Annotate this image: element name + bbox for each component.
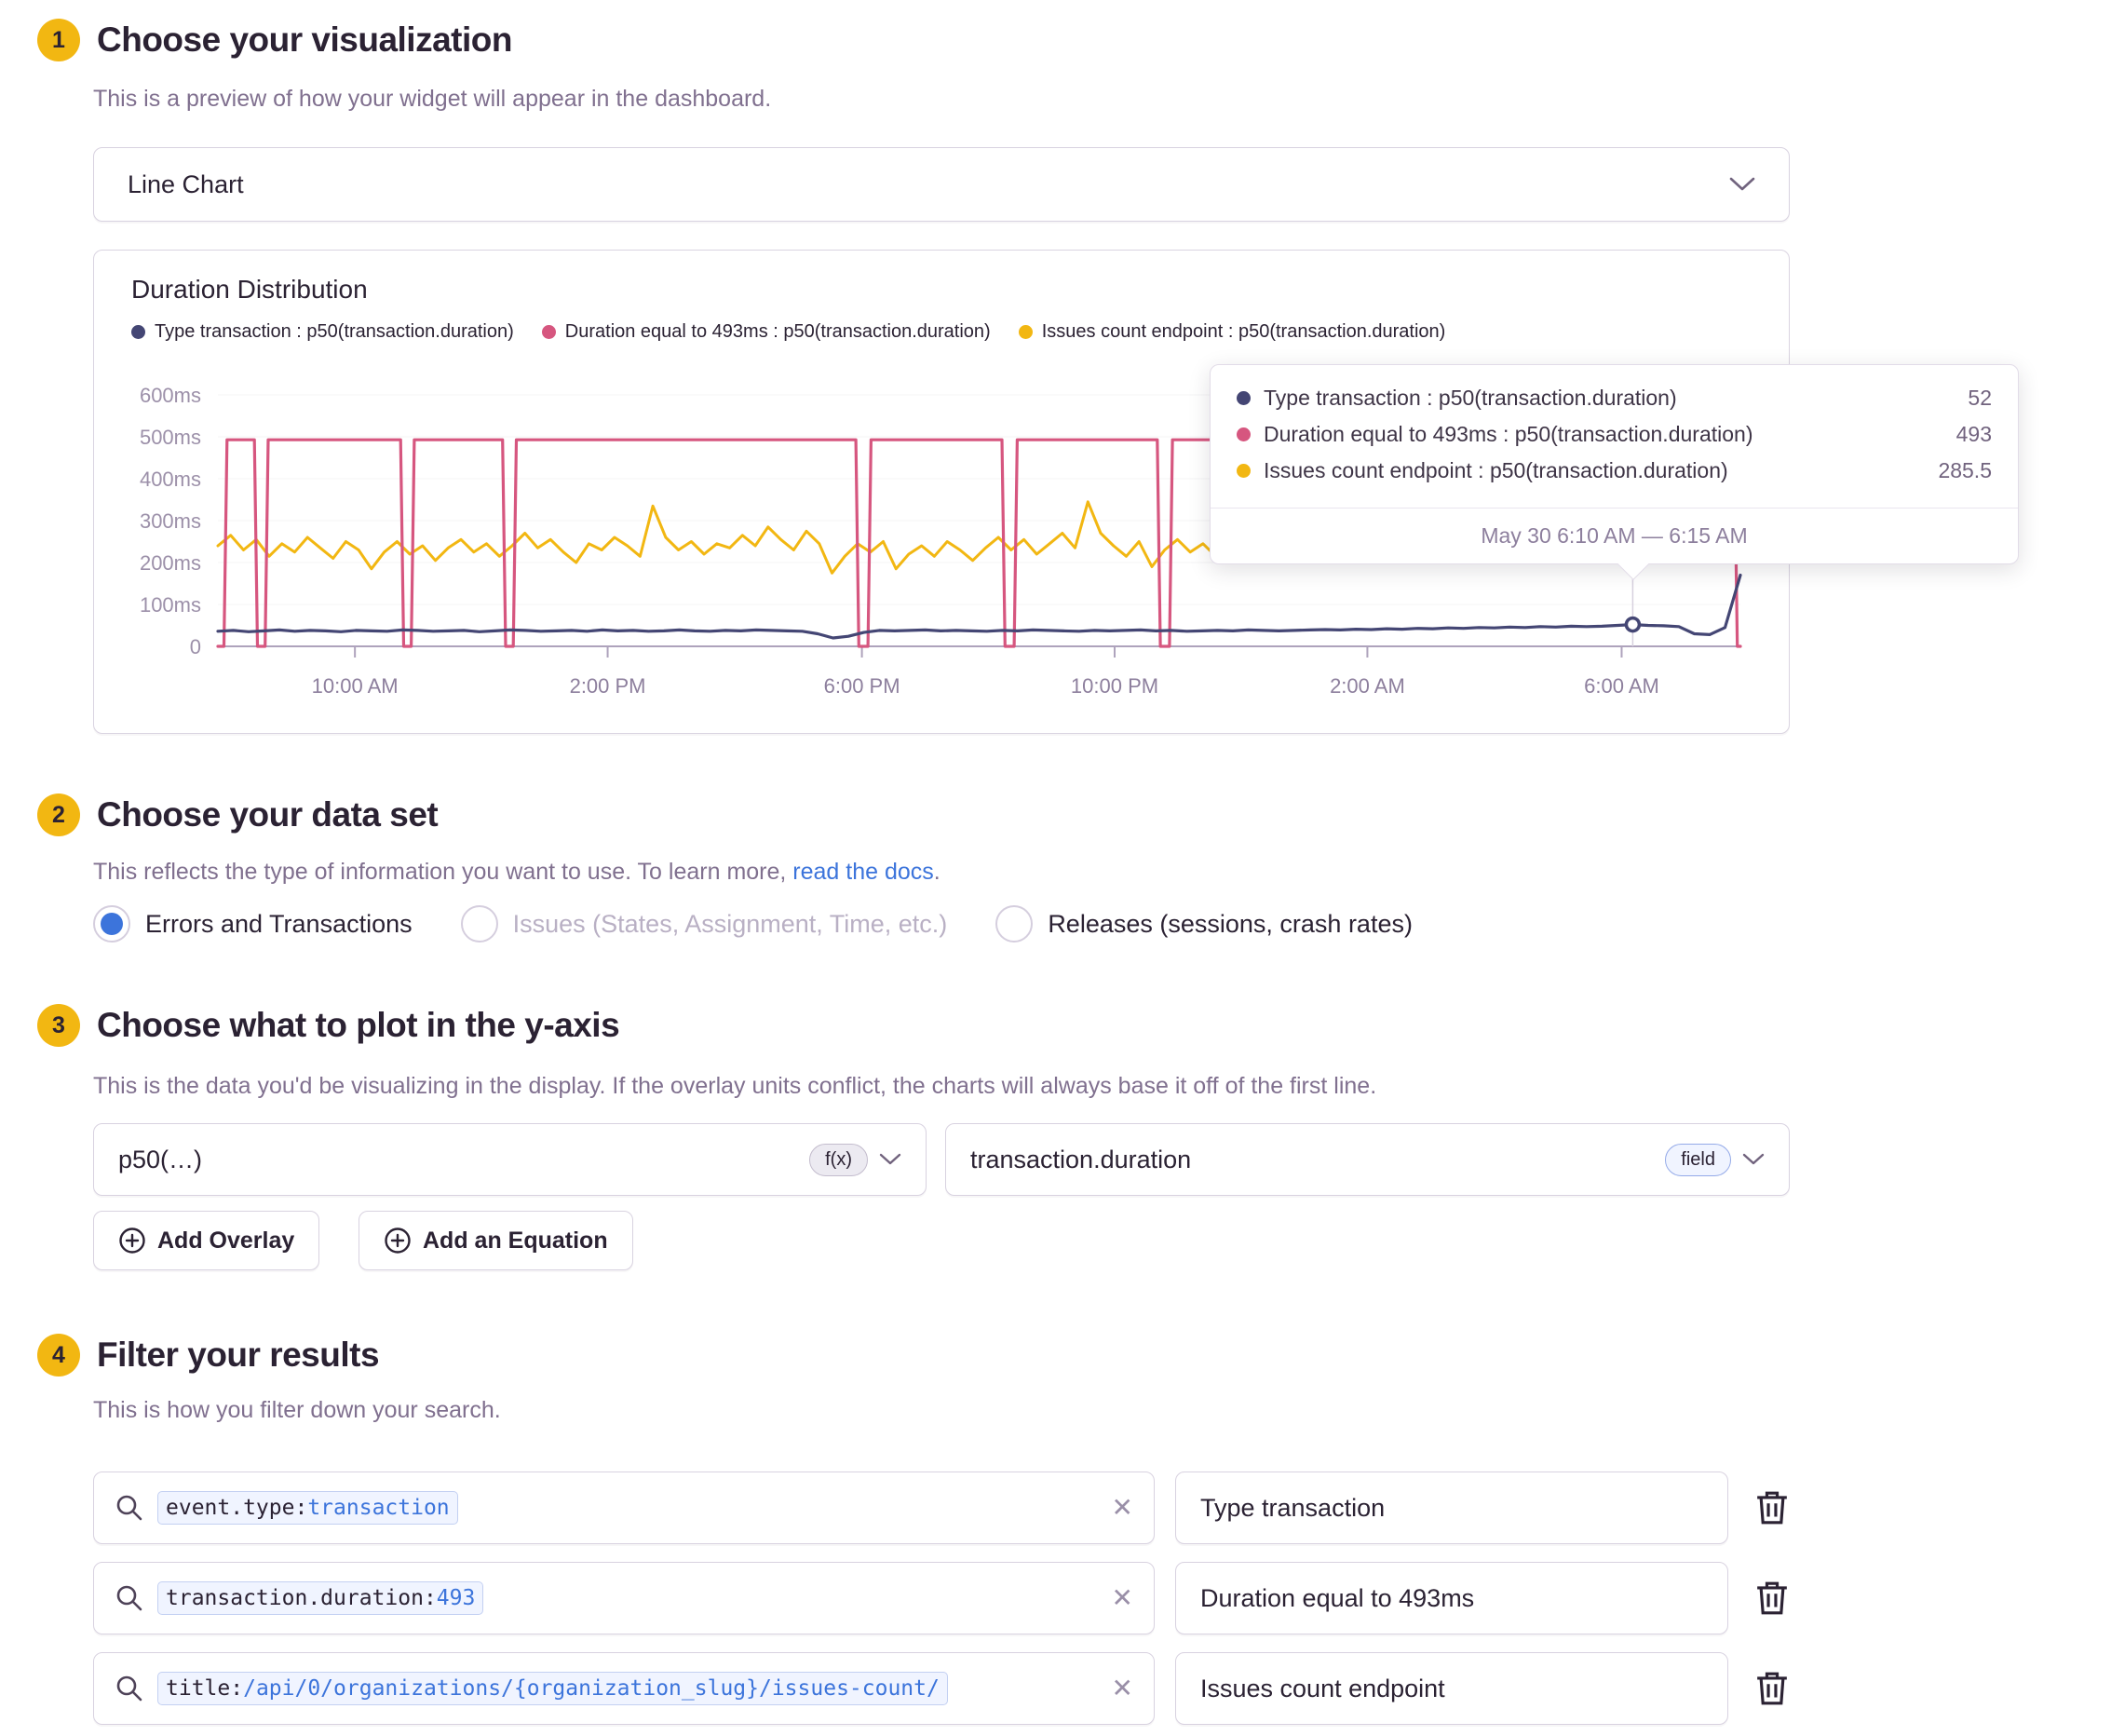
visualization-type-value: Line Chart <box>128 170 244 198</box>
function-badge: f(x) <box>809 1143 868 1176</box>
legend-dot-icon <box>131 325 145 339</box>
search-token[interactable]: title:/api/0/organizations/{organization… <box>157 1672 948 1705</box>
radio-selected-icon <box>93 905 130 943</box>
radio-unselected-icon <box>995 905 1034 943</box>
add-overlay-button[interactable]: Add Overlay <box>93 1211 320 1270</box>
step-2-badge: 2 <box>37 793 80 836</box>
radio-issues[interactable]: Issues (States, Assignment, Time, etc.) <box>460 905 947 943</box>
step-1-badge: 1 <box>37 19 80 61</box>
circle-plus-icon <box>385 1227 411 1254</box>
section-visualization-subtitle: This is a preview of how your widget wil… <box>93 86 772 112</box>
radio-releases[interactable]: Releases (sessions, crash rates) <box>995 905 1413 943</box>
chevron-down-icon <box>879 1153 901 1165</box>
y-axis-tick-label: 0 <box>190 635 201 658</box>
legend-label: Issues count endpoint : p50(transaction.… <box>1041 321 1446 342</box>
visualization-type-select[interactable]: Line Chart <box>93 147 1790 222</box>
x-axis-tick-label: 2:00 AM <box>1330 674 1405 698</box>
tooltip-series-label: Issues count endpoint : p50(transaction.… <box>1264 458 1728 482</box>
filter-search-input[interactable]: transaction.duration:493 ✕ <box>93 1562 1155 1634</box>
series-line-0 <box>216 573 1742 640</box>
tooltip-series-label: Type transaction : p50(transaction.durat… <box>1264 386 1677 410</box>
legend-item[interactable]: Issues count endpoint : p50(transaction.… <box>1018 321 1446 343</box>
x-axis-tick-label: 10:00 PM <box>1071 674 1158 698</box>
tooltip-series-label: Duration equal to 493ms : p50(transactio… <box>1264 422 1753 446</box>
clear-search-icon[interactable]: ✕ <box>1111 1674 1133 1702</box>
tooltip-series-dot-icon <box>1237 427 1251 441</box>
section-yaxis-header: 3 Choose what to plot in the y-axis <box>37 1004 620 1047</box>
legend-label: Duration equal to 493ms : p50(transactio… <box>564 321 991 342</box>
filter-name-input[interactable]: Duration equal to 493ms <box>1175 1562 1728 1634</box>
section-yaxis-subtitle: This is the data you'd be visualizing in… <box>93 1073 1377 1099</box>
tooltip-row: Duration equal to 493ms : p50(transactio… <box>1237 422 1992 447</box>
legend-item[interactable]: Duration equal to 493ms : p50(transactio… <box>541 321 991 343</box>
section-visualization-title: Choose your visualization <box>97 20 512 59</box>
search-icon <box>116 1585 142 1611</box>
filter-search-input[interactable]: event.type:transaction ✕ <box>93 1472 1155 1544</box>
legend-dot-icon <box>541 325 556 339</box>
x-axis-tick-label: 6:00 AM <box>1584 674 1659 698</box>
filter-search-input[interactable]: title:/api/0/organizations/{organization… <box>93 1652 1155 1725</box>
y-axis-tick-label: 100ms <box>140 593 201 617</box>
chevron-down-icon <box>1729 177 1755 191</box>
read-the-docs-link[interactable]: read the docs <box>792 859 934 885</box>
tooltip-series-dot-icon <box>1237 391 1251 405</box>
section-filters-header: 4 Filter your results <box>37 1334 380 1377</box>
y-axis-tick-label: 500ms <box>140 426 201 449</box>
search-token[interactable]: event.type:transaction <box>157 1491 458 1525</box>
tooltip-series-value: 285.5 <box>1938 458 1992 482</box>
tooltip-row: Issues count endpoint : p50(transaction.… <box>1237 458 1992 483</box>
chevron-down-icon <box>1742 1153 1765 1165</box>
chart-title: Duration Distribution <box>131 275 368 304</box>
x-axis-tick-label: 6:00 PM <box>824 674 900 698</box>
chart-tooltip: Type transaction : p50(transaction.durat… <box>1210 364 2019 580</box>
aggregate-function-select[interactable]: p50(…) f(x) <box>93 1123 927 1196</box>
step-3-badge: 3 <box>37 1004 80 1047</box>
tooltip-row: Type transaction : p50(transaction.durat… <box>1237 386 1992 411</box>
y-axis-tick-label: 600ms <box>140 384 201 407</box>
dataset-radio-group: Errors and Transactions Issues (States, … <box>93 905 1413 943</box>
clear-search-icon[interactable]: ✕ <box>1111 1493 1133 1522</box>
clear-search-icon[interactable]: ✕ <box>1111 1583 1133 1612</box>
step-4-badge: 4 <box>37 1334 80 1377</box>
x-axis-tick-label: 2:00 PM <box>570 674 646 698</box>
filter-name-input[interactable]: Type transaction <box>1175 1472 1728 1544</box>
section-dataset-title: Choose your data set <box>97 795 439 834</box>
legend-item[interactable]: Type transaction : p50(transaction.durat… <box>131 321 514 343</box>
tooltip-time-range: May 30 6:10 AM — 6:15 AM <box>1211 508 2018 563</box>
section-filters-title: Filter your results <box>97 1336 380 1374</box>
section-dataset-subtitle: This reflects the type of information yo… <box>93 859 940 885</box>
search-token[interactable]: transaction.duration:493 <box>157 1581 484 1615</box>
field-badge: field <box>1665 1143 1731 1176</box>
y-axis-tick-label: 200ms <box>140 551 201 575</box>
y-axis-tick-label: 300ms <box>140 509 201 533</box>
tooltip-series-dot-icon <box>1237 464 1251 478</box>
legend-dot-icon <box>1018 325 1033 339</box>
search-icon <box>116 1675 142 1702</box>
series-line-1 <box>216 438 1742 648</box>
delete-filter-icon[interactable] <box>1754 1668 1790 1709</box>
legend-label: Type transaction : p50(transaction.durat… <box>155 321 514 342</box>
search-icon <box>116 1495 142 1521</box>
tooltip-series-value: 493 <box>1955 422 1992 446</box>
section-yaxis-title: Choose what to plot in the y-axis <box>97 1006 620 1044</box>
add-equation-button[interactable]: Add an Equation <box>359 1211 633 1270</box>
radio-unselected-icon <box>460 905 498 943</box>
delete-filter-icon[interactable] <box>1754 1578 1790 1619</box>
circle-plus-icon <box>119 1227 145 1254</box>
y-axis-tick-label: 400ms <box>140 468 201 491</box>
chart-legend: Type transaction : p50(transaction.durat… <box>131 321 1445 343</box>
section-filters-subtitle: This is how you filter down your search. <box>93 1397 501 1423</box>
filter-name-input[interactable]: Issues count endpoint <box>1175 1652 1728 1725</box>
radio-errors-and-transactions[interactable]: Errors and Transactions <box>93 905 413 943</box>
chart-plot-area[interactable]: 0 100ms 200ms 300ms 400ms 500ms 600ms 10:00 AM 2… <box>140 384 1742 698</box>
field-parameter-select[interactable]: transaction.duration field <box>945 1123 1790 1196</box>
chart-preview-panel: Duration Distribution Type transaction :… <box>93 250 2019 734</box>
delete-filter-icon[interactable] <box>1754 1487 1790 1528</box>
hover-point-marker <box>1624 616 1642 633</box>
section-dataset-header: 2 Choose your data set <box>37 793 439 836</box>
tooltip-series-value: 52 <box>1968 386 1992 410</box>
section-visualization-header: 1 Choose your visualization <box>37 19 512 61</box>
x-axis-tick-label: 10:00 AM <box>312 674 399 698</box>
